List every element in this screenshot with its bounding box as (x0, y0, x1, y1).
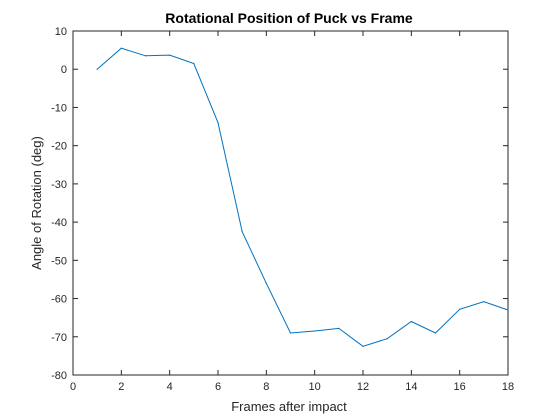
y-tick-label: -10 (51, 102, 67, 114)
x-tick-label: 18 (502, 381, 514, 393)
data-point (289, 332, 292, 334)
data-point (434, 332, 437, 334)
y-tick-label: 0 (61, 64, 67, 76)
data-point (120, 47, 122, 49)
x-tick-label: 0 (70, 381, 76, 393)
x-tick-label: 8 (263, 381, 269, 393)
data-point (386, 338, 388, 340)
chart-title: Rotational Position of Puck vs Frame (165, 10, 413, 26)
x-tick-label: 16 (454, 381, 466, 393)
x-tick-label: 4 (167, 381, 173, 393)
x-axis-label: Frames after impact (231, 399, 347, 414)
x-tick-label: 12 (357, 381, 369, 393)
data-point (169, 54, 171, 56)
data-point (459, 308, 461, 310)
y-tick-label: -60 (51, 294, 67, 306)
data-point (265, 282, 267, 284)
y-tick-label: -70 (51, 332, 67, 344)
series-layer (96, 47, 509, 347)
x-axis: 0 2 4 6 8 10 12 14 16 18 (70, 31, 514, 393)
y-tick-label: -50 (51, 255, 67, 267)
x-tick-label: 10 (309, 381, 321, 393)
data-point (410, 320, 412, 323)
plot-area (72, 30, 509, 376)
data-point (338, 327, 340, 329)
y-tick-label: -20 (51, 141, 67, 153)
x-tick-label: 6 (215, 381, 221, 393)
data-point (193, 62, 195, 65)
y-axis-label: Angle of Rotation (deg) (29, 136, 44, 270)
x-tick-label: 2 (118, 381, 124, 393)
data-point (507, 309, 509, 311)
y-tick-label: -40 (51, 217, 67, 229)
data-point (217, 122, 219, 124)
y-tick-label: -30 (51, 179, 67, 191)
data-point (241, 231, 243, 233)
data-point (314, 330, 316, 332)
x-tick-label: 14 (405, 381, 417, 393)
y-tick-label: -80 (51, 370, 67, 382)
data-point (144, 55, 147, 57)
data-point (483, 301, 485, 303)
series-line (96, 47, 509, 347)
data-point (96, 68, 98, 70)
data-point (362, 345, 364, 347)
y-axis: 10 0 -10 -20 -30 -40 -50 -60 -70 -80 (51, 26, 508, 382)
y-tick-label: 10 (55, 26, 67, 38)
